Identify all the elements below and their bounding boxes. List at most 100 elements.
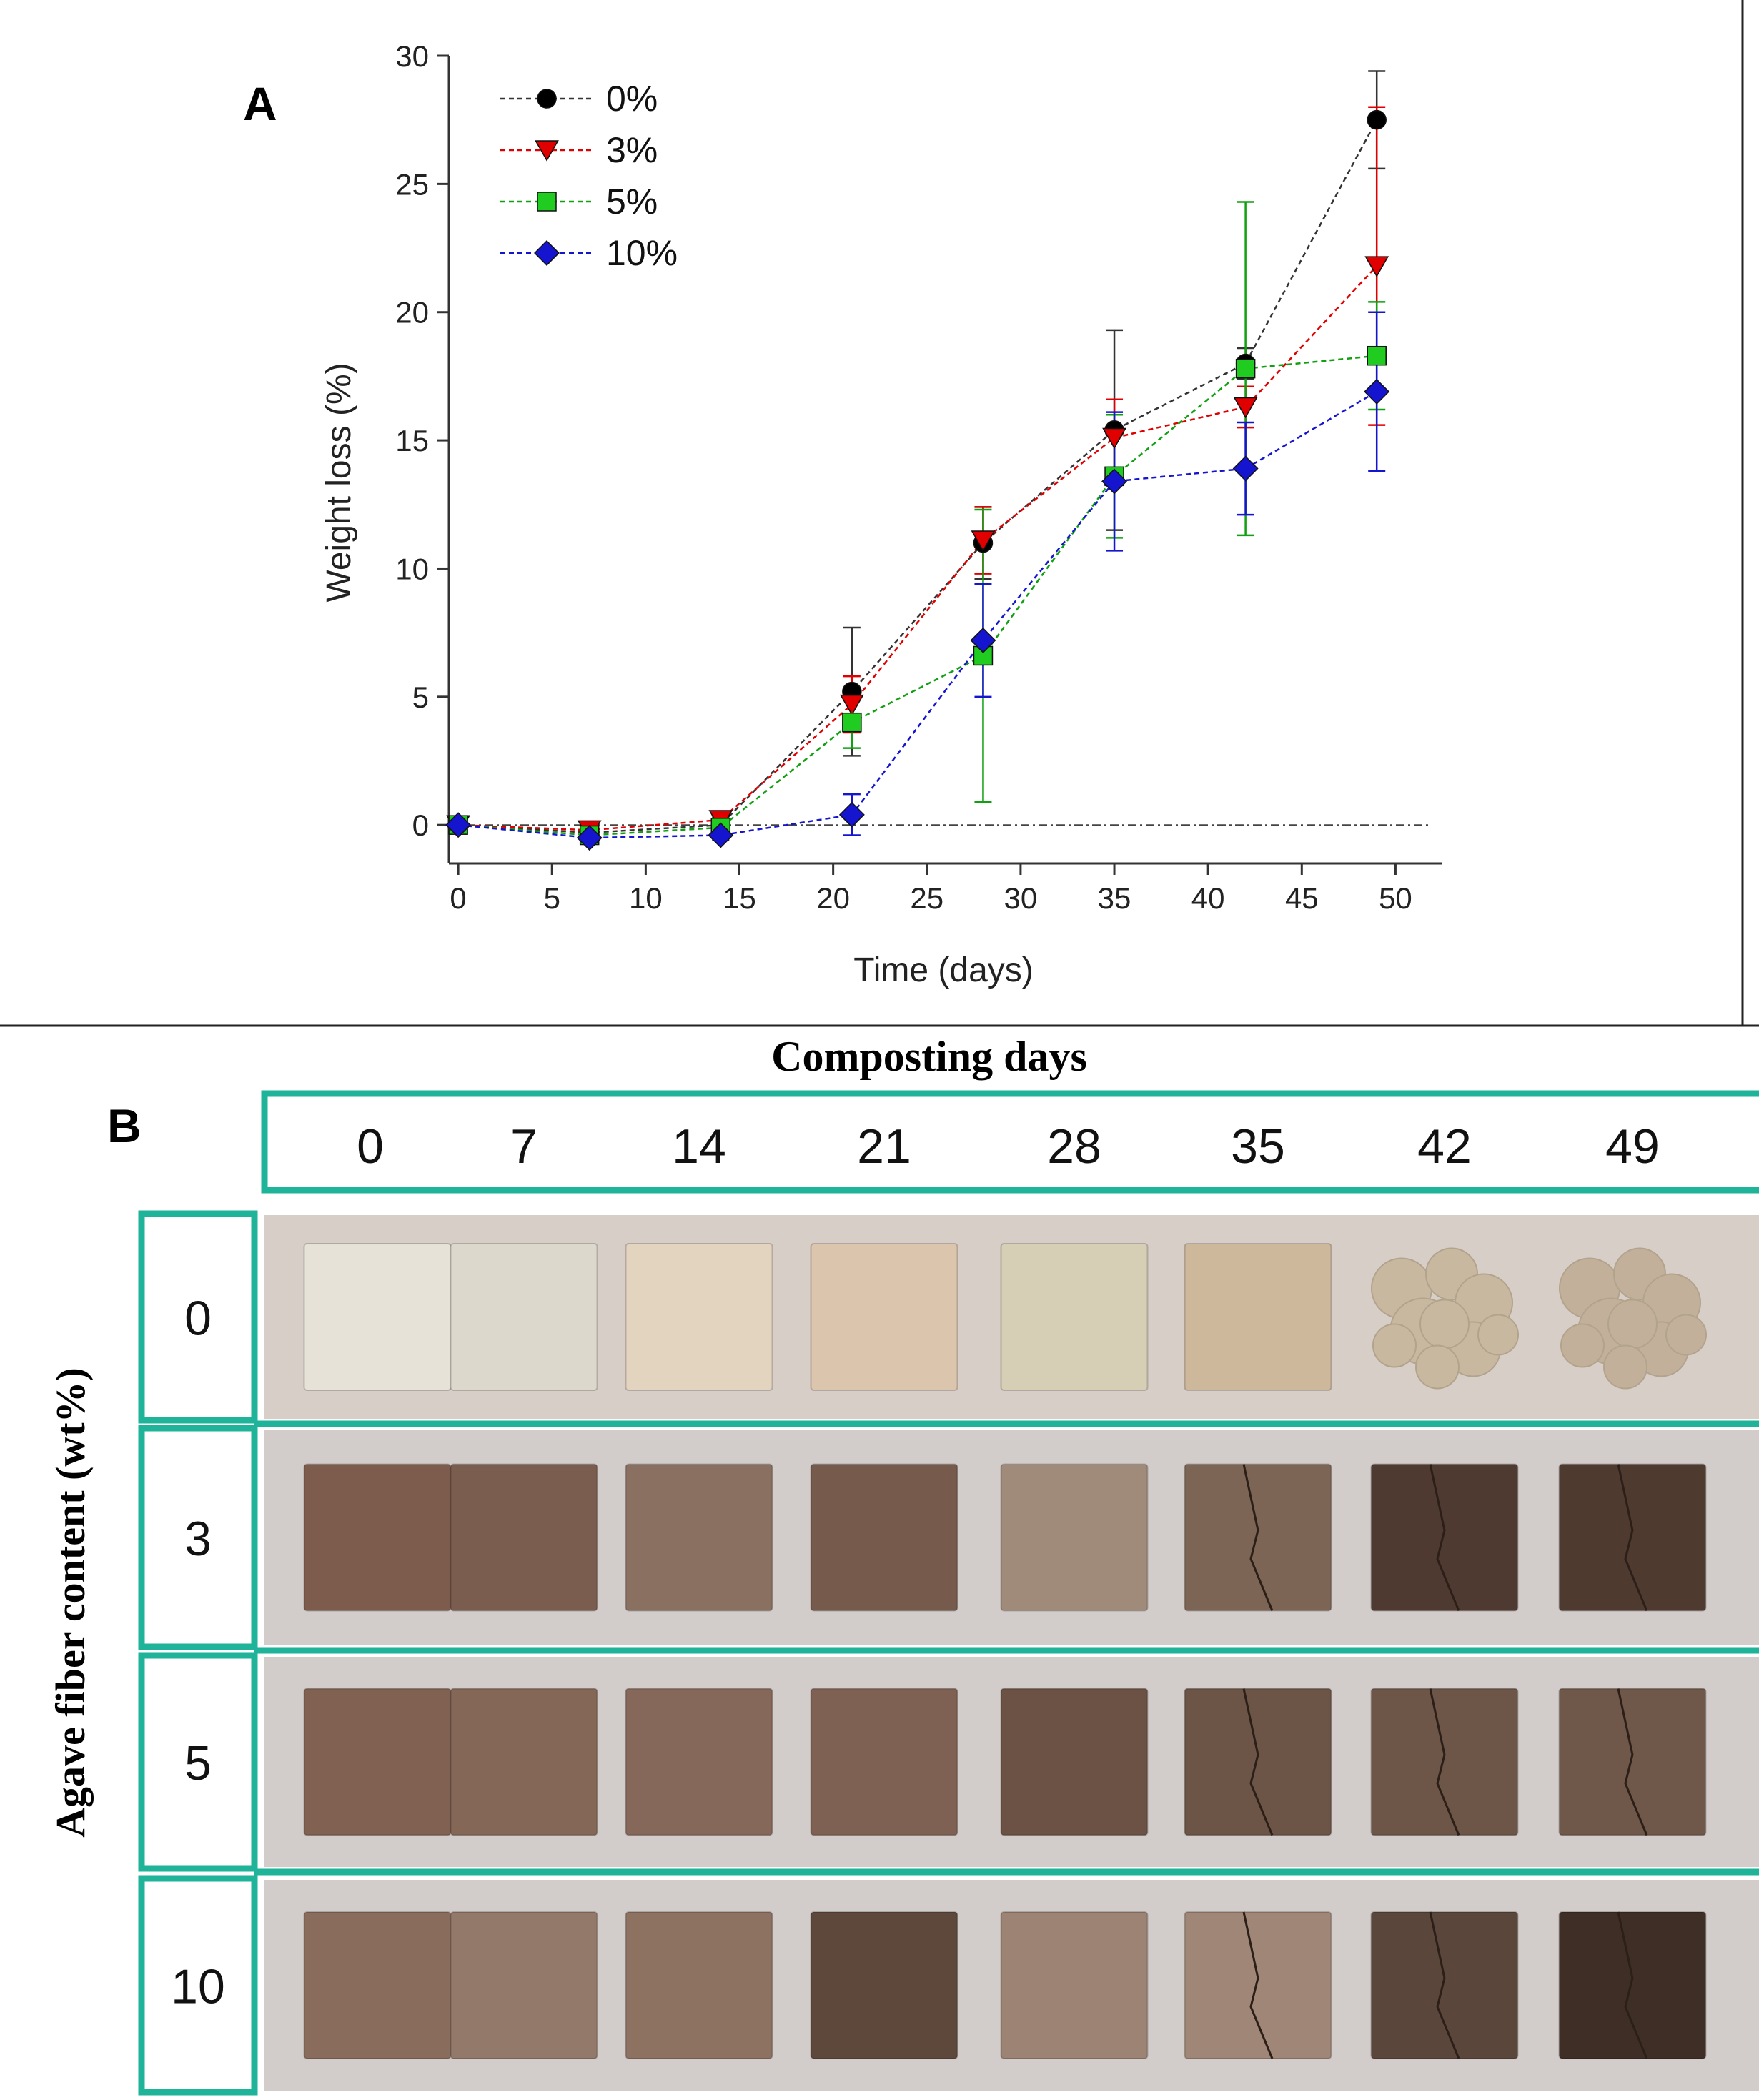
legend-entry-0pct: 0% bbox=[500, 79, 658, 119]
data-point-10pct bbox=[708, 822, 734, 848]
row-label-box-0 bbox=[138, 1210, 258, 1424]
sample-specimen-0-day-0 bbox=[303, 1243, 452, 1391]
x-tick-label: 0 bbox=[450, 881, 466, 915]
data-point-10pct bbox=[445, 812, 472, 838]
row-label-5: 5 bbox=[184, 1736, 212, 1791]
sample-specimen-10-day-42 bbox=[1370, 1911, 1519, 2059]
x-tick-label: 15 bbox=[723, 881, 756, 915]
legend-label-3pct: 3% bbox=[606, 130, 658, 170]
x-tick-label: 45 bbox=[1285, 881, 1319, 915]
sample-specimen-5-day-7 bbox=[450, 1688, 598, 1836]
specimen-crack bbox=[1617, 1688, 1648, 1836]
sample-specimen-3-day-42 bbox=[1370, 1463, 1519, 1612]
legend-label-0pct: 0% bbox=[606, 79, 658, 119]
data-point-5pct bbox=[1235, 358, 1256, 379]
legend-entry-10pct: 10% bbox=[500, 233, 678, 273]
day-header-21: 21 bbox=[857, 1119, 911, 1174]
data-point-10pct bbox=[1364, 378, 1390, 405]
series-lines bbox=[457, 119, 1378, 839]
day-header-28: 28 bbox=[1047, 1119, 1101, 1174]
sample-row-0: 0 bbox=[138, 1210, 1759, 1424]
sample-specimen-3-day-28 bbox=[1000, 1463, 1149, 1612]
series-markers bbox=[445, 109, 1390, 851]
legend: 0% 3% 5% 10% bbox=[500, 79, 678, 273]
specimen-crack bbox=[1242, 1911, 1274, 2059]
series-line-0pct bbox=[458, 119, 1378, 834]
sample-specimen-5-day-21 bbox=[810, 1688, 958, 1836]
sample-specimen-10-day-28 bbox=[1000, 1911, 1149, 2059]
sample-specimen-5-day-14 bbox=[625, 1688, 773, 1836]
row-label-box-5 bbox=[138, 1652, 258, 1872]
data-point-3pct bbox=[971, 530, 996, 552]
weight-loss-chart: 0 5 10 15 20 25 30 0 5 10 15 20 25 30 35 40 45 50 0% 3% 5%… bbox=[320, 39, 1442, 989]
day-header-14: 14 bbox=[672, 1119, 726, 1174]
sample-specimen-10-day-14 bbox=[625, 1911, 773, 2059]
specimen-crack bbox=[1429, 1688, 1460, 1836]
sample-specimen-3-day-21 bbox=[810, 1463, 958, 1612]
sample-specimen-0-day-35 bbox=[1184, 1243, 1332, 1391]
x-tick-label: 30 bbox=[1004, 881, 1038, 915]
specimen-crack bbox=[1617, 1464, 1648, 1612]
sample-specimen-0-day-42 bbox=[1371, 1247, 1519, 1390]
data-point-10pct bbox=[1101, 468, 1127, 495]
day-header-49: 49 bbox=[1605, 1119, 1660, 1174]
x-axis-label: Time (days) bbox=[853, 951, 1034, 989]
legend-label-10pct: 10% bbox=[606, 233, 678, 273]
panel-b-label: B bbox=[107, 1099, 142, 1152]
sample-specimen-5-day-35 bbox=[1184, 1688, 1332, 1836]
sample-specimen-10-day-0 bbox=[303, 1911, 452, 2059]
y-tick-label: 10 bbox=[395, 552, 429, 585]
sample-specimen-5-day-42 bbox=[1370, 1688, 1519, 1836]
legend-label-5pct: 5% bbox=[606, 182, 658, 222]
x-tick-label: 25 bbox=[910, 881, 943, 915]
y-tick-label: 5 bbox=[412, 680, 429, 714]
y-tick-label: 15 bbox=[395, 424, 429, 457]
specimen-crack bbox=[1429, 1911, 1460, 2059]
x-tick-label: 50 bbox=[1379, 881, 1412, 915]
day-header-35: 35 bbox=[1231, 1119, 1285, 1174]
data-point-5pct bbox=[1367, 345, 1387, 366]
y-tick-label: 20 bbox=[395, 296, 429, 330]
sample-specimen-3-day-14 bbox=[625, 1463, 773, 1612]
data-point-10pct bbox=[576, 825, 603, 851]
day-header-frame bbox=[261, 1090, 1759, 1194]
y-tick-label: 0 bbox=[412, 808, 429, 842]
sample-specimen-3-day-0 bbox=[303, 1463, 452, 1612]
row-label-3: 3 bbox=[184, 1512, 212, 1566]
day-header-0: 0 bbox=[357, 1119, 384, 1174]
data-point-5pct bbox=[842, 712, 862, 733]
specimen-crack bbox=[1242, 1688, 1274, 1836]
y-tick-label: 30 bbox=[395, 39, 429, 73]
sample-specimen-5-day-0 bbox=[303, 1688, 452, 1836]
sample-specimen-0-day-7 bbox=[450, 1243, 598, 1391]
sample-specimen-0-day-28 bbox=[1000, 1243, 1149, 1391]
agave-fiber-content-label: Agave fiber content (wt%) bbox=[47, 1367, 94, 1838]
day-header-row: 0 7 14 21 28 35 42 49 bbox=[357, 1119, 1660, 1174]
data-point-10pct bbox=[838, 801, 865, 828]
specimen-crack bbox=[1617, 1911, 1648, 2059]
data-point-3pct bbox=[839, 694, 864, 716]
series-line-10pct bbox=[457, 390, 1377, 839]
x-tick-label: 10 bbox=[629, 881, 663, 915]
panel-a: A 0 5 10 15 20 25 30 0 5 10 15 20 25 30 35 40 45 50 0% 3%… bbox=[243, 39, 1442, 989]
panel-b: B Composting days Agave fiber content (w… bbox=[47, 1033, 1759, 2096]
legend-marker-0pct bbox=[537, 89, 557, 109]
row-label-box-3 bbox=[138, 1425, 258, 1650]
x-tick-label: 40 bbox=[1191, 881, 1225, 915]
legend-marker-5pct bbox=[537, 192, 557, 212]
sample-specimen-3-day-49 bbox=[1558, 1463, 1707, 1612]
day-header-42: 42 bbox=[1417, 1119, 1472, 1174]
sample-row-10: 10 bbox=[138, 1875, 1759, 2096]
sample-specimen-10-day-49 bbox=[1558, 1911, 1707, 2059]
legend-entry-5pct: 5% bbox=[500, 182, 658, 222]
x-tick-label: 20 bbox=[816, 881, 850, 915]
data-point-3pct bbox=[1233, 397, 1258, 419]
legend-marker-3pct bbox=[535, 140, 559, 162]
sample-specimen-5-day-28 bbox=[1000, 1688, 1149, 1836]
day-header-7: 7 bbox=[510, 1119, 537, 1174]
x-tick-label: 5 bbox=[544, 881, 560, 915]
sample-specimen-0-day-14 bbox=[625, 1243, 773, 1391]
x-tick-label: 35 bbox=[1098, 881, 1131, 915]
data-point-3pct bbox=[1364, 256, 1389, 277]
